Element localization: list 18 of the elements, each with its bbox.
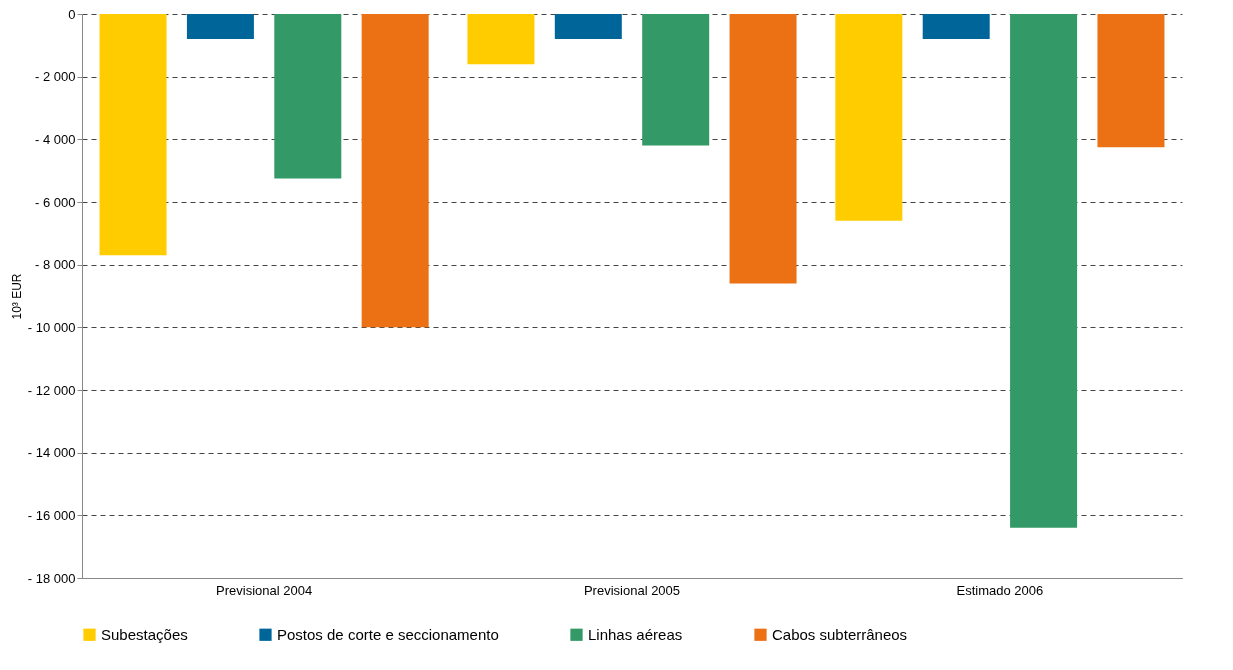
legend-label: Cabos subterrâneos [772,625,908,643]
y-tick-label: - 4 000 [35,131,76,147]
legend-label: Postos de corte e seccionamento [277,625,499,643]
y-tick-label: - 16 000 [27,507,76,523]
x-tick-label: Previsional 2004 [216,582,313,598]
y-tick-label: - 10 000 [27,319,76,335]
y-tick-label: - 6 000 [35,194,76,210]
x-tick-label: Previsional 2005 [583,582,681,598]
y-tick-label: - 12 000 [27,382,76,398]
y-tick-label: - 18 000 [27,570,76,586]
y-axis-title: 10³ EUR [9,273,24,320]
legend-label: Linhas aéreas [588,625,683,643]
y-tick-label: - 8 000 [35,257,76,273]
legend-label: Subestações [101,625,188,643]
y-tick-label: - 14 000 [27,445,76,461]
y-tick-label: - 2 000 [35,69,76,85]
x-tick-label: Estimado 2006 [956,582,1044,598]
y-tick-label: 0 [68,6,76,22]
